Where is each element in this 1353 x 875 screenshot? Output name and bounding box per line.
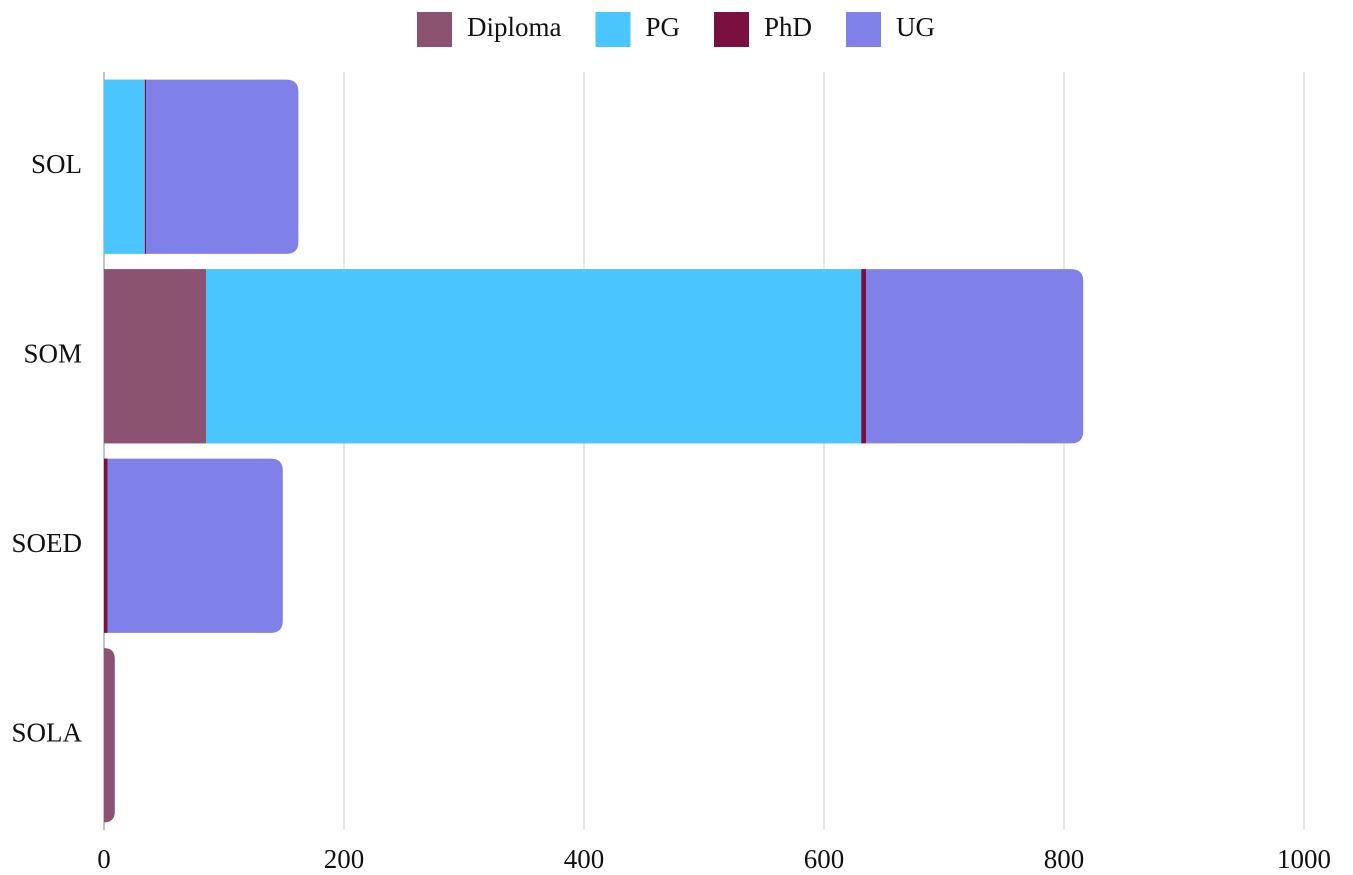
- x-tick-label: 800: [1044, 844, 1085, 874]
- bar-segment: [104, 79, 145, 254]
- bar-segment: [104, 648, 115, 823]
- y-tick-label: SOL: [31, 149, 82, 179]
- y-tick-label: SOM: [23, 338, 82, 368]
- x-tick-label: 1000: [1277, 844, 1331, 874]
- x-tick-label: 400: [564, 844, 605, 874]
- legend-label: PG: [645, 12, 680, 42]
- legend-swatch: [416, 12, 452, 47]
- y-tick-label: SOED: [11, 528, 82, 558]
- x-tick-label: 200: [324, 844, 365, 874]
- bar-segment: [206, 269, 862, 444]
- y-tick-label: SOLA: [11, 717, 82, 747]
- legend-swatch: [595, 12, 631, 47]
- bar-segment: [146, 79, 299, 254]
- bar-segment: [144, 79, 146, 254]
- bar-segment: [866, 269, 1084, 444]
- bar-segment: [107, 458, 283, 633]
- legend-label: PhD: [764, 12, 812, 42]
- legend-label: UG: [896, 12, 935, 42]
- x-tick-label: 600: [804, 844, 845, 874]
- bar-segment: [104, 269, 206, 444]
- bar-segment: [861, 269, 866, 444]
- x-tick-label: 0: [97, 844, 111, 874]
- legend-swatch: [846, 12, 882, 47]
- legend-label: Diploma: [467, 12, 562, 42]
- bar-segment: [104, 458, 108, 633]
- legend-swatch: [714, 12, 749, 47]
